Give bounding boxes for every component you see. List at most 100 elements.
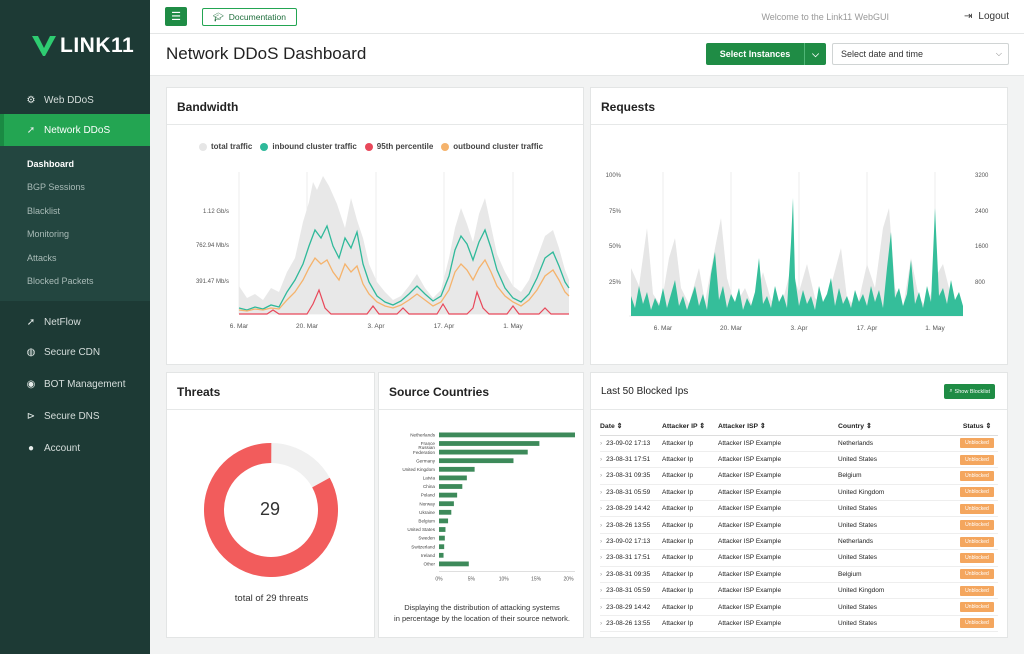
bar-ireland[interactable] (439, 552, 444, 558)
date-time-select[interactable]: Select date and time ⌵ (832, 43, 1009, 65)
legend-item-total-traffic[interactable]: total traffic (199, 142, 252, 151)
logout-button[interactable]: ⇥ Logout (964, 11, 1009, 22)
subnav-item-monitoring[interactable]: Monitoring (27, 229, 70, 240)
nav-item-bot-management[interactable]: ◉ BOT Management (0, 368, 150, 400)
x-tick-label: 6. Mar (654, 325, 673, 332)
percentile-line (239, 288, 569, 315)
brand-name: LINK11 (60, 34, 135, 57)
table-row[interactable]: › 23-08-26 13:55 Attacker Ip Attacker ISP E… (600, 516, 998, 534)
requests-card: Requests 100% 75% 50% 25% 3200 2400 1600… (590, 87, 1008, 365)
cell-status: Unblocked (956, 451, 998, 469)
cell-country: United States (838, 615, 956, 633)
column-header-status[interactable]: Status ⇕ (956, 417, 998, 436)
table-row[interactable]: › 23-08-31 09:35 Attacker Ip Attacker ISP E… (600, 467, 998, 485)
bar-china[interactable] (439, 484, 463, 489)
subnav-item-blacklist[interactable]: Blacklist (27, 205, 61, 216)
bar-latvia[interactable] (439, 475, 467, 481)
column-header-date[interactable]: Date ⇕ (600, 417, 662, 436)
legend-item-95th[interactable]: 95th percentile (364, 142, 433, 151)
cell-attacker-isp: Attacker ISP Example (718, 516, 838, 534)
bar-other[interactable] (439, 561, 469, 567)
table-row[interactable]: › 23-08-26 13:55 Attacker Ip Attacker ISP E… (600, 615, 998, 633)
expand-chevron-icon[interactable]: › (600, 619, 603, 627)
expand-chevron-icon[interactable]: › (600, 488, 603, 496)
bar-switzerland[interactable] (439, 544, 445, 550)
table-row[interactable]: › 23-08-31 09:35 Attacker Ip Attacker ISP E… (600, 566, 998, 584)
category-label: Ukraine (419, 510, 435, 515)
documentation-button[interactable]: 🎓︎ Documentation (202, 8, 297, 26)
expand-chevron-icon[interactable]: › (600, 521, 603, 529)
bar-sweden[interactable] (439, 535, 445, 541)
cell-attacker-ip: Attacker Ip (662, 549, 718, 567)
menu-toggle-button[interactable]: ☰ (165, 7, 187, 26)
cell-country: United States (838, 516, 956, 534)
nav-item-secure-dns[interactable]: ⊳ Secure DNS (0, 400, 150, 432)
nav-item-network-ddos[interactable]: ➚ Network DDoS (0, 114, 150, 146)
gears-icon: ⚙ (26, 94, 36, 106)
bar-united-kingdom[interactable] (439, 466, 475, 472)
legend-item-inbound[interactable]: inbound cluster traffic (260, 142, 357, 151)
bar-netherlands[interactable] (439, 432, 575, 438)
column-header-attacker-isp[interactable]: Attacker ISP ⇕ (718, 417, 838, 436)
table-row[interactable]: › 23-08-29 14:42 Attacker Ip Attacker ISP E… (600, 500, 998, 518)
legend-label: total traffic (211, 142, 253, 151)
cell-date: › 23-08-26 13:55 (600, 615, 662, 633)
bar-germany[interactable] (439, 458, 514, 464)
y-right-tick-label: 2400 (975, 209, 989, 215)
subnav-item-attacks[interactable]: Attacks (27, 252, 57, 263)
expand-chevron-icon[interactable]: › (600, 587, 603, 595)
nav-item-account[interactable]: ● Account (0, 432, 150, 464)
cell-date-text: 23-08-31 05:59 (606, 587, 651, 595)
cell-attacker-isp: Attacker ISP Example (718, 615, 838, 633)
cell-attacker-ip: Attacker Ip (662, 484, 718, 502)
bar-russian-federation[interactable] (439, 449, 528, 455)
expand-chevron-icon[interactable]: › (600, 570, 603, 578)
expand-chevron-icon[interactable]: › (600, 554, 603, 562)
bar-poland[interactable] (439, 492, 458, 498)
globe-icon: ◍ (26, 347, 36, 358)
welcome-text: Welcome to the Link11 WebGUI (761, 12, 889, 22)
bar-norway[interactable] (439, 501, 454, 507)
table-row[interactable]: › 23-09-02 17:13 Attacker Ip Attacker ISP E… (600, 533, 998, 551)
threat-caption: total of 29 threats (234, 593, 309, 604)
table-row[interactable]: › 23-09-02 17:13 Attacker Ip Attacker ISP E… (600, 435, 998, 452)
bar-belgium[interactable] (439, 518, 449, 524)
cell-country: United States (838, 451, 956, 469)
cell-attacker-isp: Attacker ISP Example (718, 533, 838, 551)
table-row[interactable]: › 23-08-31 17:51 Attacker Ip Attacker ISP E… (600, 549, 998, 567)
y-tick-label: 1.12 Gb/s (203, 209, 229, 215)
x-tick-label: 5% (468, 577, 476, 583)
category-label: Russian (418, 445, 435, 450)
blocked-ips-card: Last 50 Blocked Ips ⌕ Show Blocklist Dat… (590, 372, 1008, 638)
nav-item-secure-cdn[interactable]: ◍ Secure CDN (0, 337, 150, 368)
bar-united-states[interactable] (439, 527, 446, 532)
divider (167, 124, 583, 125)
subnav-item-blocked-packets[interactable]: Blocked Packets (27, 276, 94, 287)
expand-chevron-icon[interactable]: › (600, 456, 603, 464)
cell-attacker-isp: Attacker ISP Example (718, 435, 838, 452)
subnav-item-bgp-sessions[interactable]: BGP Sessions (27, 182, 85, 193)
cell-date: › 23-08-31 17:51 (600, 451, 662, 469)
brand-logo[interactable]: LINK11 (32, 34, 134, 58)
expand-chevron-icon[interactable]: › (600, 538, 603, 546)
bar-france[interactable] (439, 441, 540, 446)
table-row[interactable]: › 23-08-29 14:42 Attacker Ip Attacker ISP E… (600, 598, 998, 616)
nav-item-netflow[interactable]: ➚ NetFlow (0, 307, 150, 337)
column-header-country[interactable]: Country ⇕ (838, 417, 956, 436)
legend-item-outbound[interactable]: outbound cluster traffic (441, 142, 543, 151)
expand-chevron-icon[interactable]: › (600, 603, 603, 611)
show-blocklist-button[interactable]: ⌕ Show Blocklist (944, 384, 995, 399)
expand-chevron-icon[interactable]: › (600, 472, 603, 480)
chevron-down-icon[interactable]: ⌵ (804, 43, 826, 65)
column-header-attacker-ip[interactable]: Attacker IP ⇕ (662, 417, 718, 436)
expand-chevron-icon[interactable]: › (600, 439, 603, 447)
table-row[interactable]: › 23-08-31 05:59 Attacker Ip Attacker ISP E… (600, 484, 998, 502)
bar-ukraine[interactable] (439, 509, 452, 515)
table-row[interactable]: › 23-08-31 17:51 Attacker Ip Attacker ISP E… (600, 451, 998, 469)
table-row[interactable]: › 23-08-31 05:59 Attacker Ip Attacker ISP E… (600, 582, 998, 600)
nav-item-web-ddos[interactable]: ⚙ Web DDoS (0, 86, 150, 114)
expand-chevron-icon[interactable]: › (600, 505, 603, 513)
cell-country: United States (838, 500, 956, 518)
subnav-item-dashboard[interactable]: Dashboard (27, 158, 75, 169)
select-instances-button[interactable]: Select Instances ⌵ (706, 43, 826, 65)
